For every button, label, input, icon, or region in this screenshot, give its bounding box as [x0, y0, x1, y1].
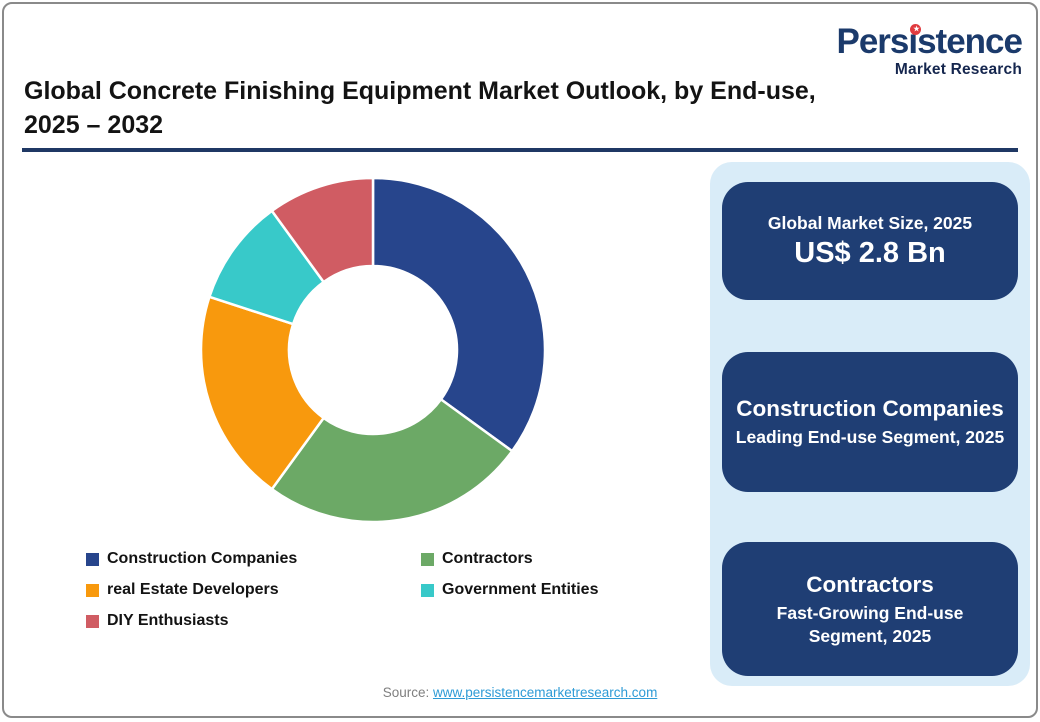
legend-swatch: [86, 614, 99, 628]
fast-growing-segment-subtitle: Fast-Growing End-use Segment, 2025: [776, 603, 964, 646]
brand-logo-name: Persistence ★: [836, 22, 1023, 61]
donut-chart: [199, 176, 547, 524]
chart-legend: Construction Companies Contractors real …: [86, 550, 598, 630]
legend-item-real-estate-developers: real Estate Developers: [86, 581, 421, 599]
legend-label: real Estate Developers: [107, 581, 279, 598]
page-title-line1: Global Concrete Finishing Equipment Mark…: [24, 77, 816, 105]
page-title-line2: 2025 – 2032: [24, 111, 164, 139]
legend-item-diy-enthusiasts: DIY Enthusiasts: [86, 612, 421, 630]
highlight-panel: Global Market Size, 2025 US$ 2.8 Bn Cons…: [710, 162, 1030, 686]
source-link[interactable]: www.persistencemarketresearch.com: [432, 685, 658, 700]
page-title: Global Concrete Finishing Equipment Mark…: [24, 74, 924, 142]
brand-logo-text: Persistence: [836, 22, 1023, 61]
legend-swatch: [421, 583, 434, 597]
legend-swatch: [86, 583, 99, 597]
fast-growing-segment-heading: Contractors: [806, 572, 934, 598]
source-label: Source:: [382, 685, 430, 700]
legend-item-construction-companies: Construction Companies: [86, 550, 421, 568]
market-size-card: Global Market Size, 2025 US$ 2.8 Bn: [722, 182, 1018, 300]
donut-segment-contractors: [270, 398, 514, 524]
donut-segment-construction-companies: [371, 176, 547, 453]
leading-segment-subtitle: Leading End-use Segment, 2025: [735, 427, 1005, 448]
legend-item-contractors: Contractors: [421, 550, 598, 568]
donut-segment-real-estate-developers: [199, 295, 325, 491]
legend-swatch: [421, 552, 434, 566]
title-underline: [22, 148, 1018, 152]
legend-label: Construction Companies: [107, 550, 298, 567]
brand-logo-subtitle: Market Research: [894, 61, 1022, 78]
leading-segment-heading: Construction Companies: [736, 396, 1004, 422]
legend-label: DIY Enthusiasts: [107, 612, 229, 629]
fast-growing-segment-card: Contractors Fast-Growing End-use Segment…: [722, 542, 1018, 676]
market-size-value: US$ 2.8 Bn: [794, 236, 946, 269]
donut-chart-container: [197, 174, 549, 526]
donut-segment-diy-enthusiasts: [270, 176, 375, 284]
legend-item-government-entities: Government Entities: [421, 581, 598, 599]
legend-swatch: [86, 552, 99, 566]
brand-logo-star-icon: ★: [910, 24, 922, 35]
leading-segment-card: Construction Companies Leading End-use S…: [722, 352, 1018, 492]
market-size-heading: Global Market Size, 2025: [767, 212, 973, 233]
legend-label: Contractors: [442, 550, 533, 567]
source-note: Source: www.persistencemarketresearch.co…: [4, 685, 1036, 700]
legend-label: Government Entities: [442, 581, 599, 598]
brand-logo: Persistence ★ Market Research: [836, 22, 1023, 79]
